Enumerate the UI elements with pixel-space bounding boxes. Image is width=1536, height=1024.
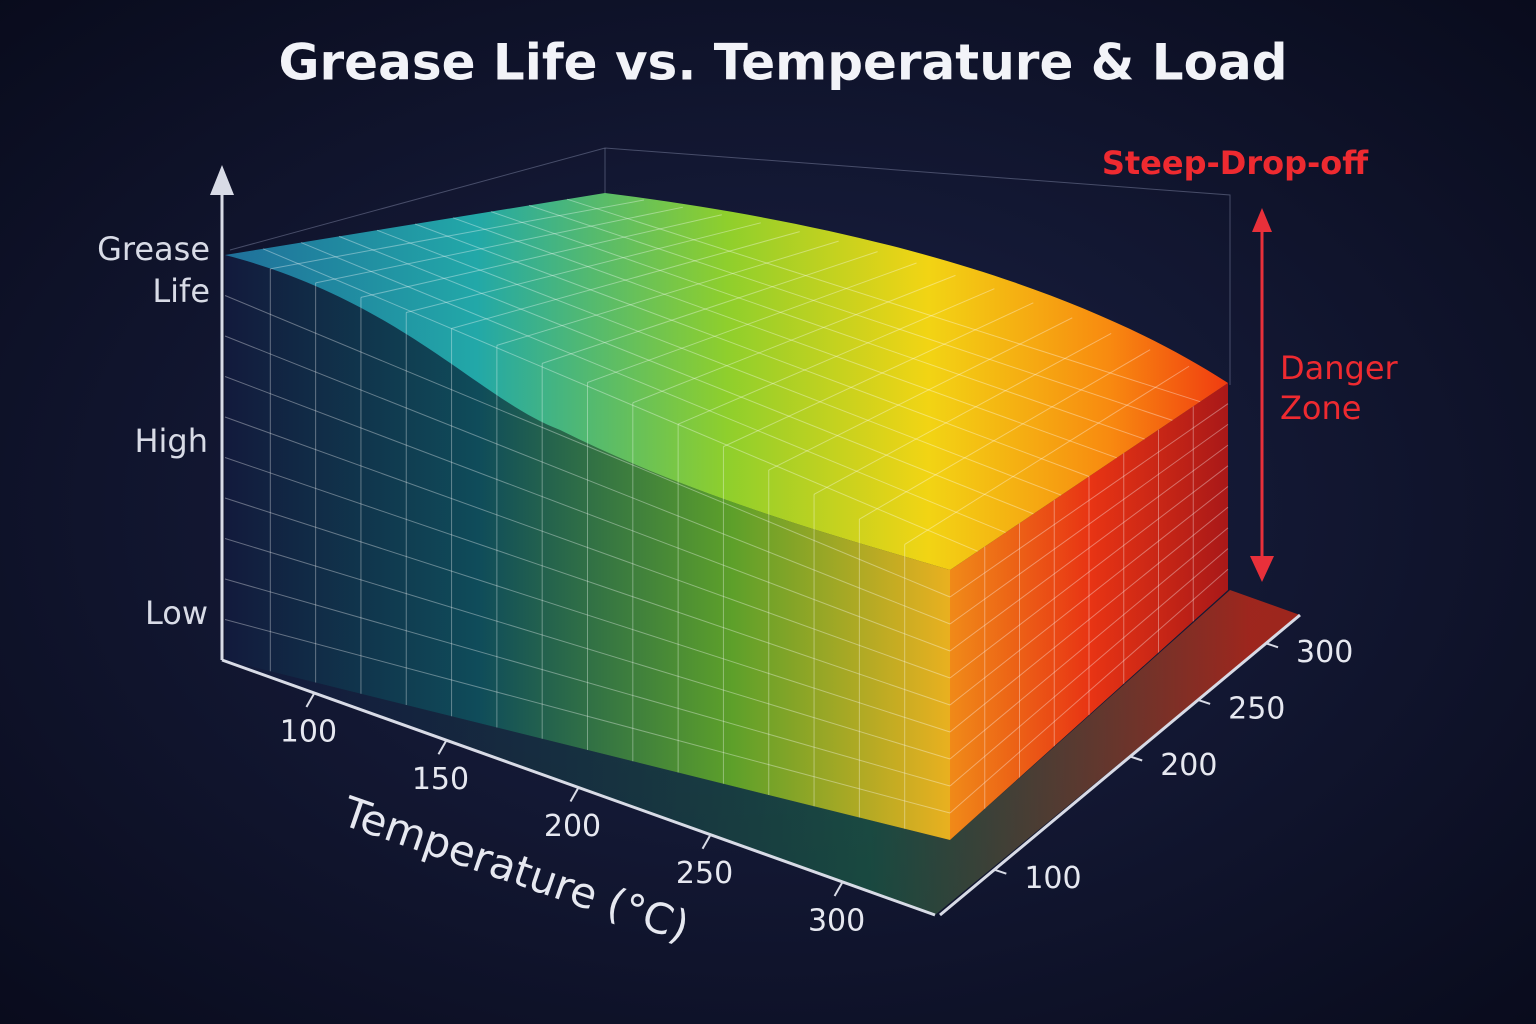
danger-arrow-head: [1250, 556, 1274, 582]
mesh-line: [224, 335, 951, 625]
mesh-line: [677, 288, 995, 425]
mesh-line: [949, 527, 1229, 760]
x-tick: [437, 739, 448, 755]
y-tick: [1265, 642, 1279, 649]
x-tick: [305, 692, 316, 708]
y-tick: [1197, 698, 1211, 705]
z-arrow: [210, 165, 234, 195]
mesh-line: [224, 295, 951, 598]
mesh-line: [949, 444, 1229, 652]
y-tick: [1129, 755, 1143, 762]
mesh-line: [566, 198, 1201, 403]
mesh-line: [490, 211, 1145, 440]
mesh-line: [315, 206, 683, 284]
mesh-line: [376, 229, 1062, 496]
mesh-line: [300, 242, 1006, 534]
z-category: Low: [145, 594, 208, 632]
z-axis-label: Grease Life: [97, 230, 210, 310]
mesh-line: [587, 262, 917, 383]
surface-mesh: [224, 198, 1229, 829]
mesh-line: [949, 548, 1229, 787]
mesh-line: [224, 497, 951, 733]
mesh-line: [528, 204, 1173, 421]
mesh-line: [224, 457, 951, 706]
mesh-line: [949, 465, 1229, 679]
mesh-line: [414, 223, 1090, 477]
danger-arrow-head: [1252, 208, 1272, 232]
mesh-line: [949, 486, 1229, 706]
mesh-line: [224, 376, 951, 652]
x-tick-label: 300: [808, 903, 865, 938]
mesh-line: [224, 538, 951, 760]
y-tick-label: 250: [1228, 691, 1285, 726]
x-tick: [701, 834, 712, 850]
mesh-line: [262, 248, 978, 552]
x-tick: [833, 881, 844, 897]
mesh-line: [224, 578, 951, 787]
mesh-line: [224, 619, 951, 814]
mesh-line: [949, 568, 1229, 814]
x-tick-label: 200: [544, 809, 601, 844]
x-tick-label: 150: [412, 762, 469, 797]
mesh-line: [224, 416, 951, 679]
mesh-line: [632, 274, 956, 404]
mesh-line: [360, 214, 722, 298]
mesh-line: [813, 333, 1112, 495]
z-category: High: [134, 422, 208, 460]
mesh-line: [949, 423, 1229, 625]
top-surface: [225, 193, 1228, 570]
mesh-line: [542, 251, 878, 364]
mesh-line: [949, 506, 1229, 733]
x-tick-label: 250: [676, 856, 733, 891]
y-axis: [939, 613, 1301, 917]
back-walls: [229, 147, 1231, 385]
x-tick: [569, 787, 580, 802]
annotation: Danger Zone: [1280, 349, 1398, 427]
mesh-line: [723, 302, 1034, 448]
y-tick-label: 100: [1024, 861, 1081, 896]
mesh-line: [270, 199, 645, 270]
mesh-line: [452, 217, 1117, 459]
y-tick: [994, 868, 1007, 875]
front-face: [225, 255, 950, 840]
mesh-line: [406, 222, 761, 314]
mesh-line: [496, 240, 839, 346]
chart-title: Grease Life vs. Temperature & Load: [278, 34, 1287, 92]
mesh-line: [451, 231, 800, 329]
mesh-line: [338, 235, 1034, 515]
floor: [225, 590, 1300, 915]
mesh-line: [904, 365, 1190, 545]
side-face: [950, 383, 1228, 840]
y-tick-label: 200: [1160, 748, 1217, 783]
x-tick-label: 100: [280, 715, 337, 750]
annotation: Steep-Drop-off: [1102, 144, 1369, 182]
mesh-line: [949, 403, 1229, 598]
mesh-line: [859, 349, 1151, 520]
mesh-line: [768, 317, 1073, 471]
y-tick-label: 300: [1296, 635, 1353, 670]
